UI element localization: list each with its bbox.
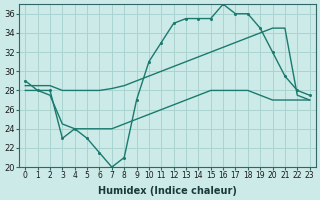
X-axis label: Humidex (Indice chaleur): Humidex (Indice chaleur) [98,186,237,196]
